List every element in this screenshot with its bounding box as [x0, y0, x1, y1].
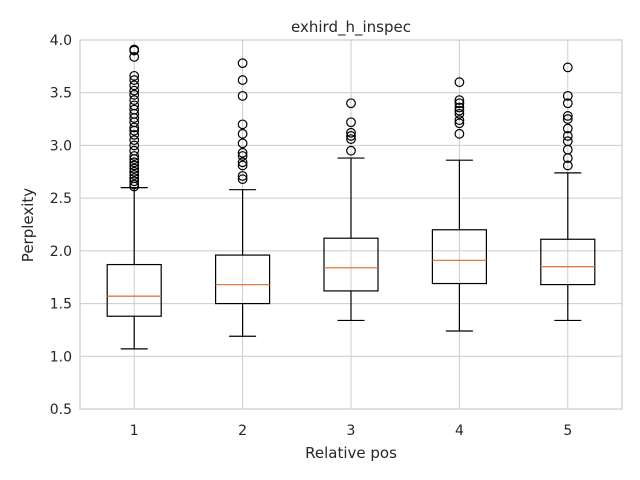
- outlier-point: [562, 98, 573, 109]
- x-tick-label: 5: [563, 423, 572, 439]
- outlier-point: [346, 131, 356, 141]
- box-group-4: [431, 77, 487, 332]
- outlier-point: [346, 145, 356, 156]
- y-tick-label: 1.0: [50, 349, 72, 365]
- outlier-point: [454, 115, 465, 126]
- outlier-point: [129, 95, 140, 105]
- outlier-point: [454, 102, 465, 113]
- box-group-1: [106, 44, 162, 350]
- y-tick-label: 1.5: [50, 297, 72, 313]
- outlier-point: [129, 173, 140, 184]
- outlier-point: [237, 157, 248, 168]
- outlier-point: [129, 160, 140, 171]
- outlier-point: [562, 123, 573, 134]
- outlier-point: [346, 117, 356, 128]
- chart-title: exhird_h_inspec: [291, 18, 411, 37]
- outlier-point: [129, 70, 140, 81]
- outlier-point: [237, 147, 248, 158]
- ticks-layer: 0.5 1.0 1.5 2.0 2.5 3.0 3.5 4.0 1 2 3 4 5: [50, 33, 573, 439]
- outlier-point: [454, 77, 465, 88]
- outlier-point: [129, 170, 140, 180]
- iqr-box: [431, 229, 487, 285]
- y-tick-label: 3.0: [50, 138, 72, 154]
- box-group-3: [323, 98, 379, 322]
- outlier-point: [562, 114, 573, 124]
- outlier-point: [562, 160, 573, 171]
- y-tick-label: 3.5: [50, 86, 72, 102]
- outlier-point: [562, 111, 573, 121]
- outlier-point: [237, 75, 248, 85]
- outlier-point: [454, 98, 465, 109]
- boxes-layer: [106, 44, 596, 350]
- outlier-point: [129, 75, 140, 85]
- outlier-point: [129, 157, 140, 168]
- outlier-point: [237, 58, 248, 69]
- iqr-box: [540, 238, 596, 286]
- outlier-point: [562, 131, 573, 141]
- outlier-point: [129, 166, 140, 177]
- y-tick-label: 2.0: [50, 244, 72, 260]
- outlier-point: [237, 151, 248, 161]
- outlier-point: [346, 127, 356, 138]
- outlier-point: [129, 129, 140, 140]
- outlier-point: [129, 140, 140, 151]
- outlier-point: [454, 95, 465, 105]
- outlier-point: [129, 80, 140, 91]
- outlier-point: [129, 176, 140, 187]
- box-group-5: [540, 62, 596, 322]
- outlier-point: [129, 85, 140, 96]
- y-axis-label: Perplexity: [19, 188, 37, 262]
- outlier-point: [129, 44, 140, 55]
- outlier-point: [129, 104, 140, 115]
- outlier-point: [237, 171, 248, 181]
- x-tick-label: 2: [238, 423, 247, 439]
- outlier-point: [237, 174, 248, 185]
- outlier-point: [129, 151, 140, 161]
- x-tick-label: 4: [455, 423, 464, 439]
- outlier-point: [562, 62, 573, 73]
- outlier-point: [129, 100, 140, 111]
- iqr-box: [106, 263, 162, 317]
- outlier-point: [454, 118, 465, 129]
- y-tick-label: 4.0: [50, 33, 72, 49]
- outlier-point: [129, 122, 140, 133]
- y-tick-label: 0.5: [50, 402, 72, 418]
- outlier-point: [129, 135, 140, 146]
- x-axis-label: Relative pos: [305, 444, 397, 462]
- outlier-point: [346, 134, 356, 145]
- outlier-point: [129, 179, 140, 190]
- outlier-point: [237, 138, 248, 149]
- outlier-point: [237, 128, 248, 139]
- outlier-point: [237, 90, 248, 101]
- outlier-point: [562, 136, 573, 147]
- outlier-point: [237, 160, 248, 171]
- outlier-point: [454, 128, 465, 139]
- x-tick-label: 3: [347, 423, 356, 439]
- outlier-point: [346, 98, 356, 109]
- outlier-point: [454, 108, 465, 119]
- outlier-point: [237, 119, 248, 130]
- outlier-point: [454, 105, 465, 116]
- outlier-point: [129, 163, 140, 174]
- plot-frame: [79, 39, 623, 410]
- box-group-2: [215, 58, 271, 337]
- iqr-box: [323, 237, 379, 292]
- y-tick-label: 2.5: [50, 191, 72, 207]
- outlier-point: [562, 90, 573, 101]
- outlier-point: [129, 51, 140, 62]
- outlier-point: [129, 89, 140, 100]
- x-tick-label: 1: [130, 423, 139, 439]
- iqr-box: [215, 254, 271, 305]
- outlier-point: [129, 145, 140, 156]
